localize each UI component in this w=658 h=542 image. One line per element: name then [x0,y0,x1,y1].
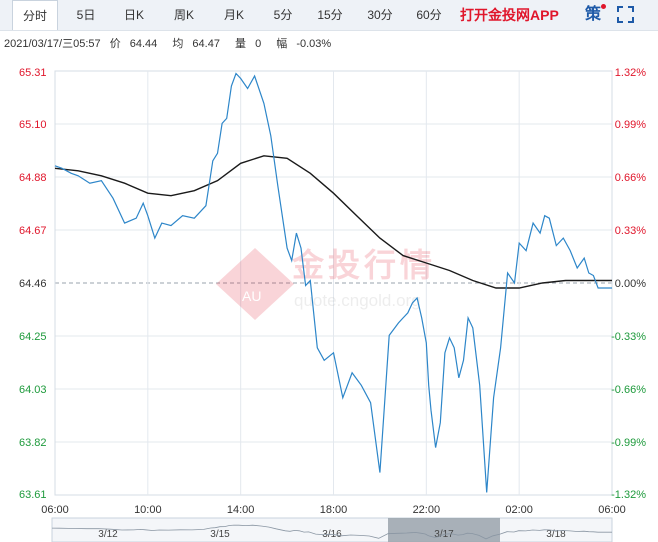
navigator-date-label[interactable]: 3/18 [546,529,566,540]
y-tick-label: 65.31 [19,67,47,79]
intraday-chart[interactable]: AU 金投行情 quote.cngold.org 65.31 1.32% 65.10… [0,60,658,542]
tab-weekly-k[interactable]: 周K [173,8,194,22]
navigator-date-label[interactable]: 3/12 [98,529,118,540]
volume-label: 量 [235,38,247,50]
pct-tick-label: -0.99% [611,437,646,449]
avg-price-line [54,155,612,289]
y-tick-label: 64.88 [19,172,47,184]
y-tick-label: 64.03 [19,384,47,396]
tab-5-min[interactable]: 5分 [273,8,293,22]
y-tick-label: 64.46 [19,278,47,290]
fullscreen-icon[interactable] [617,6,634,23]
avg-label: 均 [172,38,184,50]
watermark: AU 金投行情 quote.cngold.org [216,246,436,320]
quote-info-bar: 2021/03/17/三05:57 价 64.44 均 64.47 量 0 幅 … [4,36,343,52]
y-tick-label: 64.67 [19,225,47,237]
price-label: 价 [109,38,121,50]
watermark-url: quote.cngold.org [294,291,421,310]
watermark-logo-text: AU [242,288,261,304]
pct-tick-label: 0.66% [615,172,646,184]
x-tick-label: 14:00 [227,504,255,516]
price-line [54,72,612,493]
notification-dot [601,4,607,9]
y-tick-label: 63.82 [19,437,47,449]
price-value: 64.44 [129,38,158,50]
tab-30-min[interactable]: 30分 [367,8,393,22]
strategy-button[interactable]: 策 [585,0,607,30]
y-tick-label: 63.61 [19,489,47,501]
quote-datetime: 2021/03/17/三05:57 [4,38,101,50]
chart-grid [54,70,613,496]
navigator-date-label[interactable]: 3/15 [210,529,230,540]
y-tick-label: 64.25 [19,331,47,343]
pct-tick-label: 0.00% [615,278,646,290]
pct-tick-label: 1.32% [615,67,646,79]
volume-value: 0 [255,38,262,50]
date-navigator[interactable]: 3/12 3/15 3/16 3/17 3/18 [51,517,613,542]
change-value: -0.03% [296,38,332,50]
x-tick-label: 06:00 [41,504,69,516]
avg-value: 64.47 [192,38,220,50]
tab-5-day[interactable]: 5日 [76,8,96,22]
navigator-mini-line [51,524,612,540]
pct-tick-label: 0.33% [615,225,646,237]
tab-monthly-k[interactable]: 月K [223,8,244,22]
tab-15-min[interactable]: 15分 [317,8,343,22]
pct-tick-label: -1.32% [611,489,646,501]
x-tick-label: 10:00 [134,504,162,516]
y-tick-label: 65.10 [19,119,47,131]
open-app-link[interactable]: 打开金投网APP [460,7,559,23]
pct-tick-label: -0.33% [611,331,646,343]
navigator-selected-range[interactable] [388,518,500,542]
watermark-brand: 金投行情 [291,246,436,284]
x-tick-label: 06:00 [598,504,626,516]
strategy-label: 策 [585,6,602,23]
pct-tick-label: -0.66% [611,384,646,396]
change-label: 幅 [276,38,288,50]
navigator-track [51,517,613,542]
pct-tick-label: 0.99% [615,119,646,131]
x-tick-label: 18:00 [320,504,348,516]
tab-intraday[interactable]: 分时 [12,0,58,30]
x-tick-label: 02:00 [505,504,533,516]
x-tick-label: 22:00 [413,504,441,516]
tab-60-min[interactable]: 60分 [416,8,442,22]
period-tab-bar: 分时 5日 日K 周K 月K 5分 15分 30分 60分 打开金投网APP 策 [0,0,658,31]
watermark-logo-icon [216,248,294,320]
tab-daily-k[interactable]: 日K [123,8,144,22]
